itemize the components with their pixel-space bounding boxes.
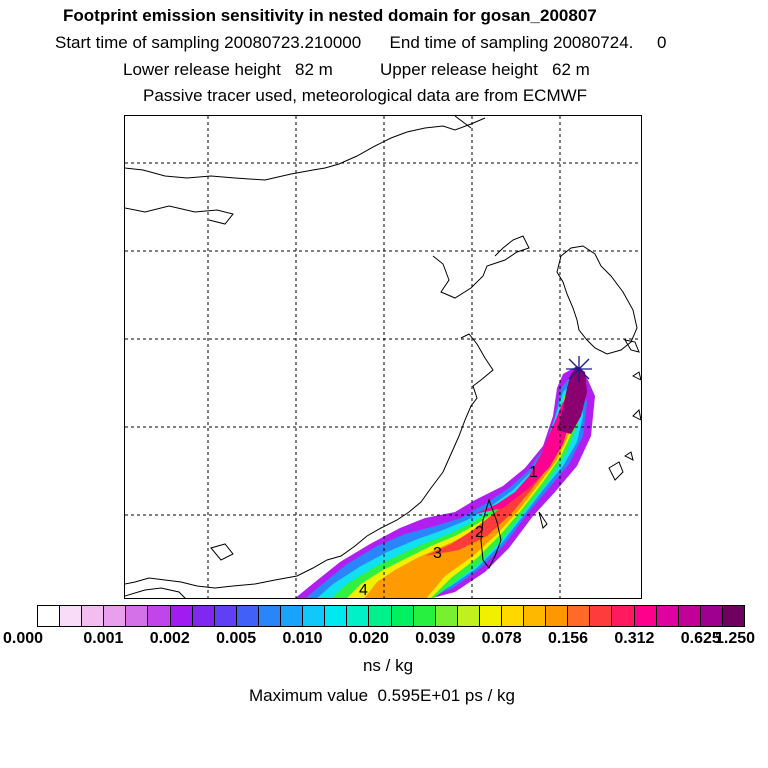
colorbar-tick-label: 0.020 <box>348 630 389 647</box>
colorbar-swatch <box>82 606 105 626</box>
colorbar-swatch <box>104 606 127 626</box>
colorbar-swatch <box>700 606 723 626</box>
day-labels: 1 2 3 4 <box>359 464 538 599</box>
plume-level-orange <box>364 394 575 598</box>
colorbar-swatch <box>170 606 193 626</box>
colorbar-swatch <box>347 606 370 626</box>
colorbar-tick-label: 0.039 <box>415 630 456 647</box>
colorbar-tick-label: 0.001 <box>83 630 124 647</box>
footprint-map: 1 2 3 4 <box>124 115 642 599</box>
colorbar-swatch <box>192 606 215 626</box>
max-value-text: Maximum value 0.595E+01 ps / kg <box>249 686 515 705</box>
day-label-2: 2 <box>475 524 484 541</box>
plume-level-dark <box>557 366 587 434</box>
colorbar <box>37 605 745 627</box>
release-height-line: Lower release height 82 m Upper release … <box>123 60 590 79</box>
lat-lon-grid <box>125 116 641 598</box>
station-star-icon <box>566 356 592 382</box>
colorbar-swatch <box>413 606 436 626</box>
colorbar-swatch <box>126 606 149 626</box>
day-label-1: 1 <box>529 464 538 481</box>
coastlines <box>125 116 641 598</box>
colorbar-swatch <box>722 606 744 626</box>
colorbar-tick-label: 1.250 <box>714 630 756 647</box>
map-canvas: 1 2 3 4 <box>125 116 641 599</box>
colorbar-swatch <box>634 606 657 626</box>
colorbar-tick-label: 0.625 <box>680 630 721 647</box>
colorbar-swatch <box>457 606 480 626</box>
colorbar-swatch <box>236 606 259 626</box>
colorbar-tick-label: 0.005 <box>216 630 257 647</box>
colorbar-swatch <box>303 606 326 626</box>
colorbar-swatch <box>479 606 502 626</box>
colorbar-swatch <box>612 606 635 626</box>
colorbar-swatch <box>590 606 613 626</box>
plot-title: Footprint emission sensitivity in nested… <box>63 6 597 25</box>
colorbar-swatch <box>546 606 569 626</box>
colorbar-swatch <box>60 606 83 626</box>
colorbar-swatch <box>148 606 171 626</box>
colorbar-swatch <box>501 606 525 626</box>
plume-level-magenta <box>475 400 571 514</box>
colorbar-swatch <box>214 606 237 626</box>
colorbar-tick-label: 0.078 <box>481 630 522 647</box>
colorbar-swatch <box>369 606 392 626</box>
colorbar-tick-label: 0.312 <box>614 630 655 647</box>
colorbar-tick-label: 0.000 <box>2 630 44 647</box>
colorbar-tick-label: 0.010 <box>282 630 323 647</box>
colorbar-swatch <box>568 606 591 626</box>
colorbar-tick-label: 0.002 <box>149 630 190 647</box>
colorbar-tick-label: 0.156 <box>547 630 589 647</box>
colorbar-swatch <box>281 606 304 626</box>
colorbar-swatch <box>391 606 414 626</box>
colorbar-swatch <box>435 606 458 626</box>
colorbar-swatch <box>38 606 61 626</box>
sampling-time-line: Start time of sampling 20080723.210000 E… <box>55 33 667 52</box>
colorbar-swatch <box>678 606 701 626</box>
colorbar-swatch <box>258 606 282 626</box>
colorbar-swatch <box>325 606 348 626</box>
day-label-3: 3 <box>433 545 442 562</box>
day-label-4: 4 <box>359 582 368 599</box>
colorbar-swatch <box>656 606 679 626</box>
colorbar-units: ns / kg <box>362 656 414 675</box>
tracer-info-line: Passive tracer used, meteorological data… <box>143 86 588 105</box>
colorbar-swatch <box>524 606 547 626</box>
